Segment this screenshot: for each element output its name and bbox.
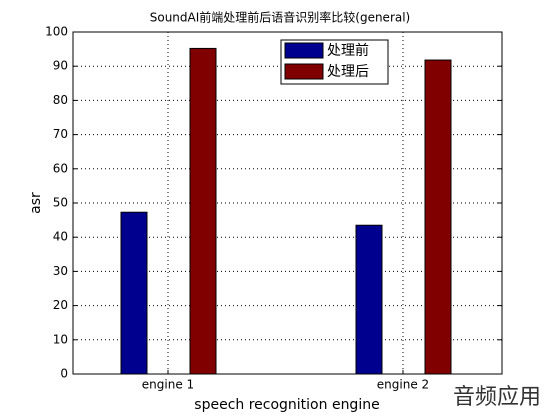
- x-tick-label: engine 1: [142, 378, 194, 392]
- legend-label: 处理前: [327, 42, 369, 59]
- y-tick-label: 20: [53, 298, 68, 312]
- legend-label: 处理后: [327, 64, 369, 80]
- y-tick-label: 90: [53, 59, 68, 73]
- x-tick-label: engine 2: [377, 378, 429, 392]
- chart-title: SoundAI前端处理前后语音识别率比较(general): [150, 10, 411, 25]
- y-tick-label: 40: [53, 230, 68, 244]
- bar: [120, 211, 148, 375]
- y-tick-label: 30: [53, 264, 68, 278]
- y-tick-label: 80: [53, 93, 68, 107]
- bar: [189, 47, 217, 375]
- y-tick-label: 100: [45, 25, 68, 39]
- bar: [424, 59, 452, 375]
- legend-swatch: [284, 42, 324, 59]
- x-axis-label: speech recognition engine: [194, 397, 379, 413]
- legend-swatch: [284, 63, 324, 80]
- y-tick-label: 60: [53, 161, 68, 175]
- y-tick-label: 50: [53, 196, 68, 210]
- y-axis-label: asr: [28, 192, 44, 214]
- watermark: 音频应用: [453, 385, 541, 410]
- bar: [355, 224, 383, 375]
- y-tick-label: 70: [53, 127, 68, 141]
- y-tick-label: 10: [53, 332, 68, 346]
- y-tick-label: 0: [60, 367, 68, 381]
